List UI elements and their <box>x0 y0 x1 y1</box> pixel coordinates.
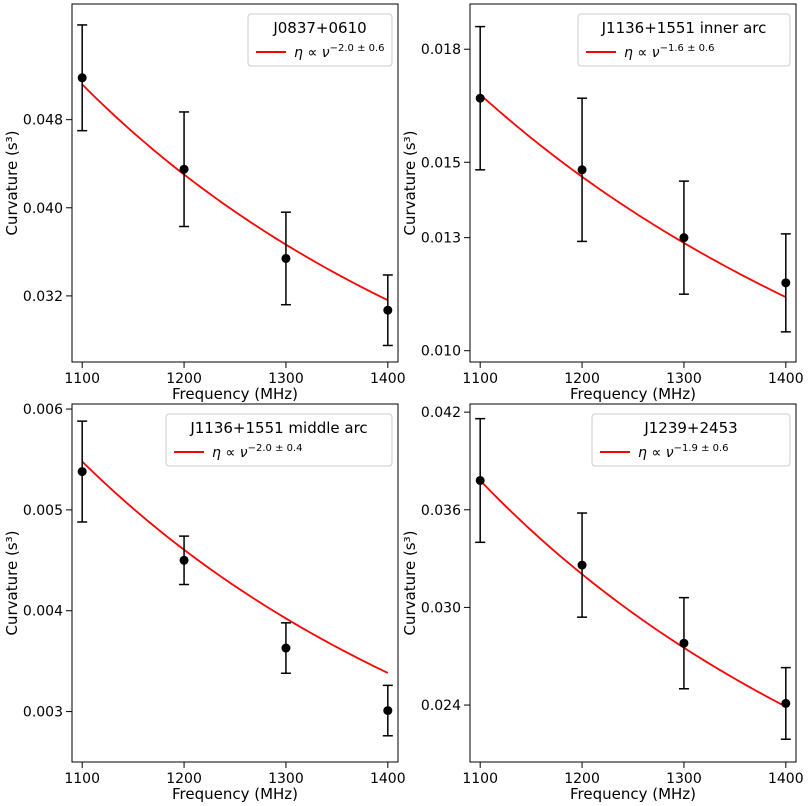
y-tick-label: 0.048 <box>23 113 63 129</box>
x-tick-label: 1100 <box>64 371 100 387</box>
y-tick-label: 0.042 <box>421 405 461 421</box>
x-tick-label: 1400 <box>370 371 406 387</box>
legend: J1136+1551 middle arc η ∝ ν−2.0 ± 0.4 <box>165 413 393 467</box>
legend: J0837+0610 η ∝ ν−2.0 ± 0.6 <box>247 13 393 67</box>
plot-frame <box>469 403 797 763</box>
data-point <box>577 560 587 570</box>
x-tick-label: 1300 <box>268 371 304 387</box>
x-tick-label: 1400 <box>768 371 804 387</box>
chart-panel-4: 1100 1200 1300 1400 0.024 0.030 0.036 0.042 Freq… <box>401 403 804 803</box>
y-axis-label: Curvature (s³) <box>401 531 419 636</box>
x-tick-label: 1300 <box>268 771 304 787</box>
data-point <box>383 706 393 716</box>
plot-frame <box>469 3 797 363</box>
y-tick-label: 0.015 <box>421 155 461 171</box>
x-tick-label: 1200 <box>564 371 600 387</box>
legend-entry: η ∝ ν−2.0 ± 0.6 <box>294 43 385 61</box>
x-tick-label: 1100 <box>64 771 100 787</box>
data-point <box>281 643 291 653</box>
y-tick-label: 0.040 <box>23 201 63 217</box>
y-axis-label: Curvature (s³) <box>401 131 419 236</box>
legend-title: J0837+0610 <box>272 19 366 37</box>
y-tick-label: 0.005 <box>23 503 63 519</box>
x-tick-label: 1300 <box>666 771 702 787</box>
y-axis-label: Curvature (s³) <box>3 131 21 236</box>
data-point <box>475 475 485 485</box>
data-point <box>77 467 87 477</box>
x-axis-label: Frequency (MHz) <box>570 785 696 803</box>
y-tick-label: 0.013 <box>421 231 461 247</box>
y-axis-label: Curvature (s³) <box>3 531 21 636</box>
legend-entry-exponent: −2.0 ± 0.4 <box>248 443 303 454</box>
legend-entry: η ∝ ν−1.6 ± 0.6 <box>624 43 715 61</box>
legend-title: J1136+1551 middle arc <box>189 419 367 437</box>
legend-title: J1239+2453 <box>643 419 737 437</box>
fit-line <box>479 479 787 708</box>
x-tick-label: 1100 <box>462 371 498 387</box>
x-axis-label: Frequency (MHz) <box>172 385 298 403</box>
plot-frame <box>71 3 399 363</box>
x-tick-label: 1400 <box>370 771 406 787</box>
chart-panel-1: 1100 1200 1300 1400 0.032 0.040 0.048 Frequency… <box>3 3 406 403</box>
y-tick-label: 0.024 <box>421 698 461 714</box>
x-tick-label: 1200 <box>564 771 600 787</box>
data-point <box>679 233 689 243</box>
y-tick-label: 0.003 <box>23 705 63 721</box>
fit-line <box>479 93 787 298</box>
data-point <box>577 165 587 175</box>
x-axis-label: Frequency (MHz) <box>172 785 298 803</box>
legend-box <box>591 413 791 467</box>
legend-entry-exponent: −2.0 ± 0.6 <box>330 43 385 54</box>
legend-entry-exponent: −1.6 ± 0.6 <box>660 43 715 54</box>
legend-entry: η ∝ ν−1.9 ± 0.6 <box>638 443 729 461</box>
data-point <box>679 638 689 648</box>
y-tick-label: 0.010 <box>421 344 461 360</box>
legend-title: J1136+1551 inner arc <box>601 19 767 37</box>
legend-entry-exponent: −1.9 ± 0.6 <box>674 443 729 454</box>
legend-box <box>577 13 791 67</box>
y-tick-label: 0.004 <box>23 604 63 620</box>
y-tick-label: 0.036 <box>421 503 461 519</box>
legend: J1239+2453 η ∝ ν−1.9 ± 0.6 <box>591 413 791 467</box>
data-point <box>179 164 189 174</box>
legend-entry-base: η ∝ ν <box>212 445 248 461</box>
y-tick-label: 0.032 <box>23 289 63 305</box>
data-point <box>475 93 485 103</box>
y-tick-label: 0.006 <box>23 402 63 418</box>
data-point <box>781 278 791 288</box>
data-point <box>383 305 393 315</box>
chart-panel-2: 1100 1200 1300 1400 0.010 0.013 0.015 0.018 Freq… <box>401 3 804 403</box>
x-tick-label: 1400 <box>768 771 804 787</box>
data-point <box>77 73 87 83</box>
legend-box <box>165 413 393 467</box>
data-point <box>179 555 189 565</box>
legend-entry-base: η ∝ ν <box>638 445 674 461</box>
plot-frame <box>71 403 399 763</box>
x-tick-label: 1100 <box>462 771 498 787</box>
data-point <box>281 253 291 263</box>
x-axis-label: Frequency (MHz) <box>570 385 696 403</box>
y-tick-label: 0.030 <box>421 600 461 616</box>
x-tick-label: 1200 <box>166 371 202 387</box>
y-tick-label: 0.018 <box>421 42 461 58</box>
legend: J1136+1551 inner arc η ∝ ν−1.6 ± 0.6 <box>577 13 791 67</box>
legend-entry-base: η ∝ ν <box>294 45 330 61</box>
chart-panel-3: 1100 1200 1300 1400 0.003 0.004 0.005 0.006 Freq… <box>3 402 406 803</box>
fit-line <box>81 83 389 302</box>
x-tick-label: 1200 <box>166 771 202 787</box>
legend-entry: η ∝ ν−2.0 ± 0.4 <box>212 443 303 461</box>
legend-entry-base: η ∝ ν <box>624 45 660 61</box>
x-tick-label: 1300 <box>666 371 702 387</box>
fit-line <box>81 460 389 674</box>
data-point <box>781 698 791 708</box>
